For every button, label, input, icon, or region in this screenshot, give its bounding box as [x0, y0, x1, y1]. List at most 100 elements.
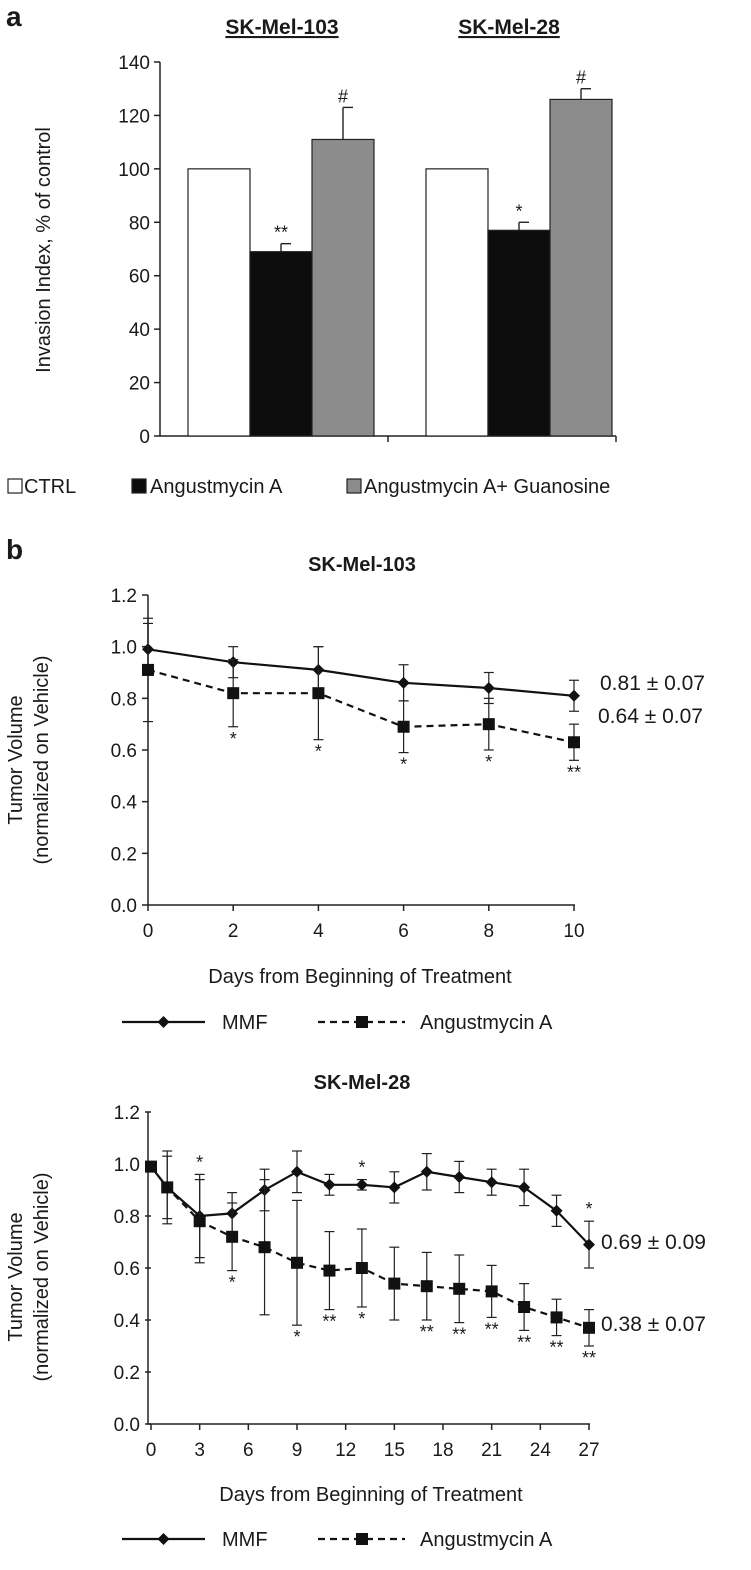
- bar-angustmycin-a-sk-mel-103: [249, 251, 313, 437]
- point-angustmycin-a-b2: [258, 1241, 271, 1254]
- significance-label-angustmycin-a-b2: *: [358, 1309, 365, 1329]
- y-tick-label-a: 60: [129, 267, 150, 288]
- bar-angustmycin-a-guanosine-sk-mel-28: [549, 98, 613, 437]
- y-axis-title-b2-line2: (normalized on Vehicle): [31, 1173, 53, 1382]
- y-tick-label-a: 20: [129, 374, 150, 395]
- chart-title-sk-mel-103: SK-Mel-103: [308, 554, 416, 576]
- point-angustmycin-a-b2: [323, 1264, 336, 1277]
- point-angustmycin-a-b2: [453, 1282, 466, 1295]
- y-tick-label-b2: 0.4: [114, 1311, 141, 1332]
- x-tick-label-b2: 15: [384, 1440, 405, 1461]
- x-tick-label-b2: 0: [146, 1440, 157, 1461]
- x-tick-label-b2: 6: [243, 1440, 254, 1461]
- significance-label-angustmycin-a-b2: **: [322, 1312, 336, 1332]
- chart-title-sk-mel-28: SK-Mel-28: [314, 1072, 411, 1094]
- point-angustmycin-a-b1: [397, 720, 410, 733]
- x-tick-label-b1: 2: [228, 921, 239, 942]
- axis-ticks-b1: 0.0 0.2 0.4 0.6 0.8 1.0 1.2 0 2 4 6 8 10: [111, 586, 585, 942]
- series-b2: * ****** *** ** **** ****: [145, 1150, 596, 1368]
- point-mmf-b2: [550, 1204, 563, 1217]
- significance-label-angustmycin-a-sk-mel-28: *: [515, 201, 522, 221]
- x-tick-label-b2: 18: [432, 1440, 453, 1461]
- y-tick-label-b1: 0.0: [111, 896, 137, 917]
- point-angustmycin-a-b2: [355, 1262, 368, 1274]
- x-tick-label-b2: 21: [481, 1440, 502, 1461]
- point-angustmycin-a-b1: [568, 736, 580, 749]
- x-tick-label-b1: 6: [398, 921, 409, 942]
- legend-label-mmf-b1: MMF: [222, 1012, 268, 1034]
- significance-label-angustmycin-a-b2: **: [452, 1325, 466, 1345]
- y-tick-label-a: 120: [118, 106, 150, 127]
- x-tick-label-b1: 8: [484, 921, 495, 942]
- legend-swatch-angustmycin-guanosine: [346, 478, 362, 494]
- legend-label-angustmycin-b2: Angustmycin A: [420, 1529, 553, 1551]
- panel-a: a SK-Mel-103 SK-Mel-28 Invasion Index, %…: [6, 1, 617, 498]
- y-tick-label-b1: 0.2: [111, 844, 137, 865]
- x-tick-label-b1: 10: [563, 921, 584, 942]
- panel-letter-a: a: [6, 1, 22, 32]
- significance-label-angustmycin-a-guanosine-sk-mel-28: #: [576, 68, 586, 88]
- legend-swatch-angustmycin: [131, 478, 147, 494]
- significance-label-angustmycin-a-guanosine-sk-mel-103: #: [338, 86, 348, 106]
- point-mmf-b2: [355, 1178, 368, 1191]
- y-tick-label-a: 40: [129, 320, 150, 341]
- y-tick-label-b1: 0.4: [111, 793, 138, 814]
- end-label-mmf-b1: 0.81 ± 0.07: [600, 672, 705, 695]
- y-tick-label-b2: 0.2: [114, 1363, 140, 1384]
- series-b1: *** ***: [142, 617, 581, 782]
- legend-label-angustmycin: Angustmycin A: [150, 476, 283, 498]
- significance-label-angustmycin-a-b1: *: [400, 755, 407, 775]
- bar-ctrl-sk-mel-103: [187, 168, 251, 437]
- significance-label-angustmycin-a-b1: *: [485, 752, 492, 772]
- point-angustmycin-a-b1: [482, 718, 495, 731]
- significance-label-angustmycin-a-b2: **: [485, 1319, 499, 1339]
- x-tick-label-b2: 27: [578, 1440, 599, 1461]
- x-tick-label-b2: 12: [335, 1440, 356, 1461]
- y-ticks-a: 0 20 40 60 80 100 120 140: [118, 53, 617, 448]
- point-mmf-b2: [453, 1171, 466, 1183]
- point-angustmycin-a-b2: [485, 1285, 498, 1298]
- y-tick-label-b2: 1.2: [114, 1103, 140, 1124]
- panel-b-sk-mel-28: SK-Mel-28 Tumor Volume (normalized on Ve…: [5, 1072, 706, 1551]
- y-axis-title-b2-line1: Tumor Volume: [5, 1212, 27, 1341]
- point-angustmycin-a-b1: [312, 687, 325, 700]
- end-label-angustmycin-b1: 0.64 ± 0.07: [598, 705, 703, 728]
- significance-label-angustmycin-a-b2: **: [420, 1322, 434, 1342]
- legend-marker-angustmycin-b1: [356, 1016, 368, 1028]
- significance-label-angustmycin-a-b1: *: [315, 742, 322, 762]
- x-axis-title-b1: Days from Beginning of Treatment: [208, 966, 512, 988]
- point-angustmycin-a-b1: [227, 687, 240, 700]
- point-angustmycin-a-b2: [291, 1256, 303, 1269]
- legend-label-angustmycin-guanosine: Angustmycin A+ Guanosine: [364, 476, 610, 498]
- panel-b-sk-mel-103: b SK-Mel-103 Tumor Volume (normalized on…: [5, 534, 705, 1034]
- x-tick-label-b1: 0: [143, 921, 154, 942]
- point-angustmycin-a-b2: [583, 1321, 595, 1334]
- bar-angustmycin-a-guanosine-sk-mel-103: [311, 138, 375, 437]
- significance-label-angustmycin-a-b2: *: [293, 1327, 300, 1347]
- group-title-sk-mel-28: SK-Mel-28: [458, 16, 560, 39]
- bar-angustmycin-a-sk-mel-28: [487, 229, 551, 437]
- legend-swatch-ctrl: [7, 478, 23, 494]
- y-tick-label-a: 140: [118, 53, 150, 74]
- point-angustmycin-a-b2: [226, 1230, 239, 1243]
- y-axis-title-a: Invasion Index, % of control: [33, 127, 55, 373]
- legend-b1: MMF Angustmycin A: [122, 1012, 553, 1034]
- bars-a: ** # * #: [187, 68, 613, 437]
- point-mmf-b1: [568, 689, 580, 702]
- significance-label-mmf-b2: *: [358, 1158, 365, 1178]
- legend-marker-mmf-b1: [157, 1016, 170, 1028]
- point-mmf-b2: [583, 1238, 595, 1251]
- point-angustmycin-a-b2: [161, 1181, 174, 1194]
- significance-label-angustmycin-a-b1: **: [567, 762, 581, 782]
- point-mmf-b2: [388, 1181, 401, 1194]
- significance-label-angustmycin-a-b2: **: [582, 1348, 596, 1368]
- significance-label-mmf-b2: *: [585, 1199, 592, 1219]
- y-tick-label-a: 80: [129, 213, 150, 234]
- point-mmf-b2: [518, 1181, 531, 1194]
- y-tick-label-a: 0: [139, 427, 150, 448]
- y-tick-label-b2: 0.8: [114, 1207, 140, 1228]
- point-mmf-b2: [323, 1178, 336, 1191]
- point-angustmycin-a-b1: [142, 663, 154, 676]
- end-label-angustmycin-b2: 0.38 ± 0.07: [601, 1313, 706, 1336]
- point-mmf-b2: [291, 1165, 303, 1178]
